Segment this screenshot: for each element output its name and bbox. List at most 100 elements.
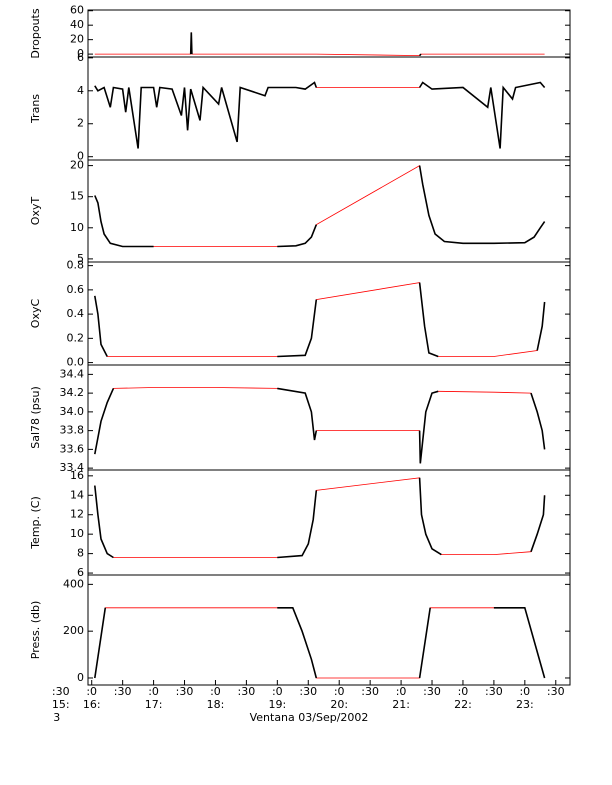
x-tick-label: :0	[272, 685, 283, 698]
y-tick-label: 0.4	[67, 307, 85, 320]
y-tick-label: 60	[70, 4, 84, 17]
data-line	[277, 490, 318, 559]
y-tick-label: 0.8	[67, 259, 85, 272]
data-line	[94, 195, 154, 248]
x-hour-label: 21:	[392, 698, 410, 711]
gap-line	[94, 164, 545, 247]
x-day-label: 3	[53, 711, 60, 724]
x-hour-label: 16:	[83, 698, 101, 711]
gap-line	[94, 32, 545, 57]
y-tick-label: 8	[77, 547, 84, 560]
plot-frame	[87, 56, 571, 161]
x-hour-label: 17:	[145, 698, 163, 711]
y-tick-label: 16	[70, 469, 84, 482]
y-tick-label: 10	[70, 221, 84, 234]
x-tick-label: :30	[238, 685, 256, 698]
y-tick-label: 0.6	[67, 283, 85, 296]
data-line	[418, 607, 431, 679]
data-line	[94, 607, 107, 679]
x-tick-label: :0	[210, 685, 221, 698]
gap-line	[94, 387, 545, 464]
plot-frame	[87, 364, 571, 471]
y-tick-label: 200	[63, 624, 84, 637]
x-tick-label: :30	[361, 685, 379, 698]
data-line	[94, 295, 108, 357]
y-axis-label: Press. (db)	[29, 601, 42, 660]
y-tick-label: 0	[77, 671, 84, 684]
data-line	[530, 495, 546, 552]
x-tick-label: :30	[485, 685, 503, 698]
y-tick-label: 400	[63, 577, 84, 590]
x-tick-label: :30	[423, 685, 441, 698]
y-tick-label: 0.0	[67, 356, 85, 369]
y-tick-label: 34.4	[60, 367, 85, 380]
data-line	[418, 477, 442, 556]
y-tick-label: 12	[70, 508, 84, 521]
y-tick-label: 14	[70, 488, 84, 501]
data-line	[418, 165, 546, 245]
y-tick-label: 0	[77, 150, 84, 163]
y-tick-label: 0	[77, 47, 84, 60]
data-line	[277, 299, 318, 358]
x-axis-label: Ventana 03/Sep/2002	[250, 711, 369, 724]
x-tick-label: :0	[148, 685, 159, 698]
data-line	[493, 607, 546, 679]
y-tick-label: 10	[70, 527, 84, 540]
x-tick-label: :30	[176, 685, 194, 698]
y-tick-label: 0.2	[67, 331, 85, 344]
x-tick-label: :0	[458, 685, 469, 698]
data-line	[94, 388, 115, 455]
y-tick-label: 6	[77, 566, 84, 579]
y-axis-label: Trans	[29, 94, 42, 124]
x-hour-label: 20:	[330, 698, 348, 711]
data-line	[530, 392, 546, 450]
y-tick-label: 33.8	[60, 424, 85, 437]
x-hour-label: 18:	[207, 698, 225, 711]
x-tick-label: :30	[547, 685, 565, 698]
x-hour-label: 19:	[268, 698, 286, 711]
plot-frame	[87, 261, 571, 366]
y-tick-label: 5	[77, 252, 84, 265]
data-line	[277, 387, 318, 441]
x-tick-label: :0	[334, 685, 345, 698]
data-line	[418, 81, 546, 149]
x-hour-label: 23:	[516, 698, 534, 711]
x-tick-label: :30	[114, 685, 132, 698]
x-tick-label: :0	[519, 685, 530, 698]
x-hour-label: 22:	[454, 698, 472, 711]
y-tick-label: 20	[70, 159, 84, 172]
plot-frame	[87, 469, 571, 576]
y-tick-label: 34.2	[60, 386, 85, 399]
x-tick-label: :30	[52, 685, 70, 698]
y-axis-label: Sal78 (psu)	[29, 386, 42, 449]
x-tick-label: :0	[396, 685, 407, 698]
x-tick-label: :30	[299, 685, 317, 698]
y-tick-label: 15	[70, 190, 84, 203]
data-line	[277, 224, 318, 248]
data-line	[418, 282, 439, 358]
plot-frame	[87, 574, 571, 686]
gap-line	[94, 81, 545, 149]
data-line	[94, 81, 318, 149]
x-tick-label: :0	[86, 685, 97, 698]
y-axis-label: Temp. (C)	[29, 496, 42, 550]
y-tick-label: 4	[77, 84, 84, 97]
y-tick-label: 34.0	[60, 405, 85, 418]
data-line	[277, 607, 318, 679]
data-line	[94, 485, 114, 559]
data-line	[418, 390, 439, 464]
y-axis-label: OxyC	[29, 299, 42, 329]
gap-line	[94, 607, 545, 679]
data-line	[189, 32, 193, 55]
gap-line	[94, 282, 545, 357]
y-tick-label: 40	[70, 18, 84, 31]
x-hour-label: 15:	[52, 698, 70, 711]
data-line	[418, 53, 422, 57]
y-axis-label: OxyT	[29, 197, 42, 226]
plot-frame	[87, 9, 571, 58]
data-line	[536, 301, 546, 351]
y-tick-label: 33.4	[60, 461, 85, 474]
y-tick-label: 33.6	[60, 442, 85, 455]
y-tick-label: 2	[77, 117, 84, 130]
